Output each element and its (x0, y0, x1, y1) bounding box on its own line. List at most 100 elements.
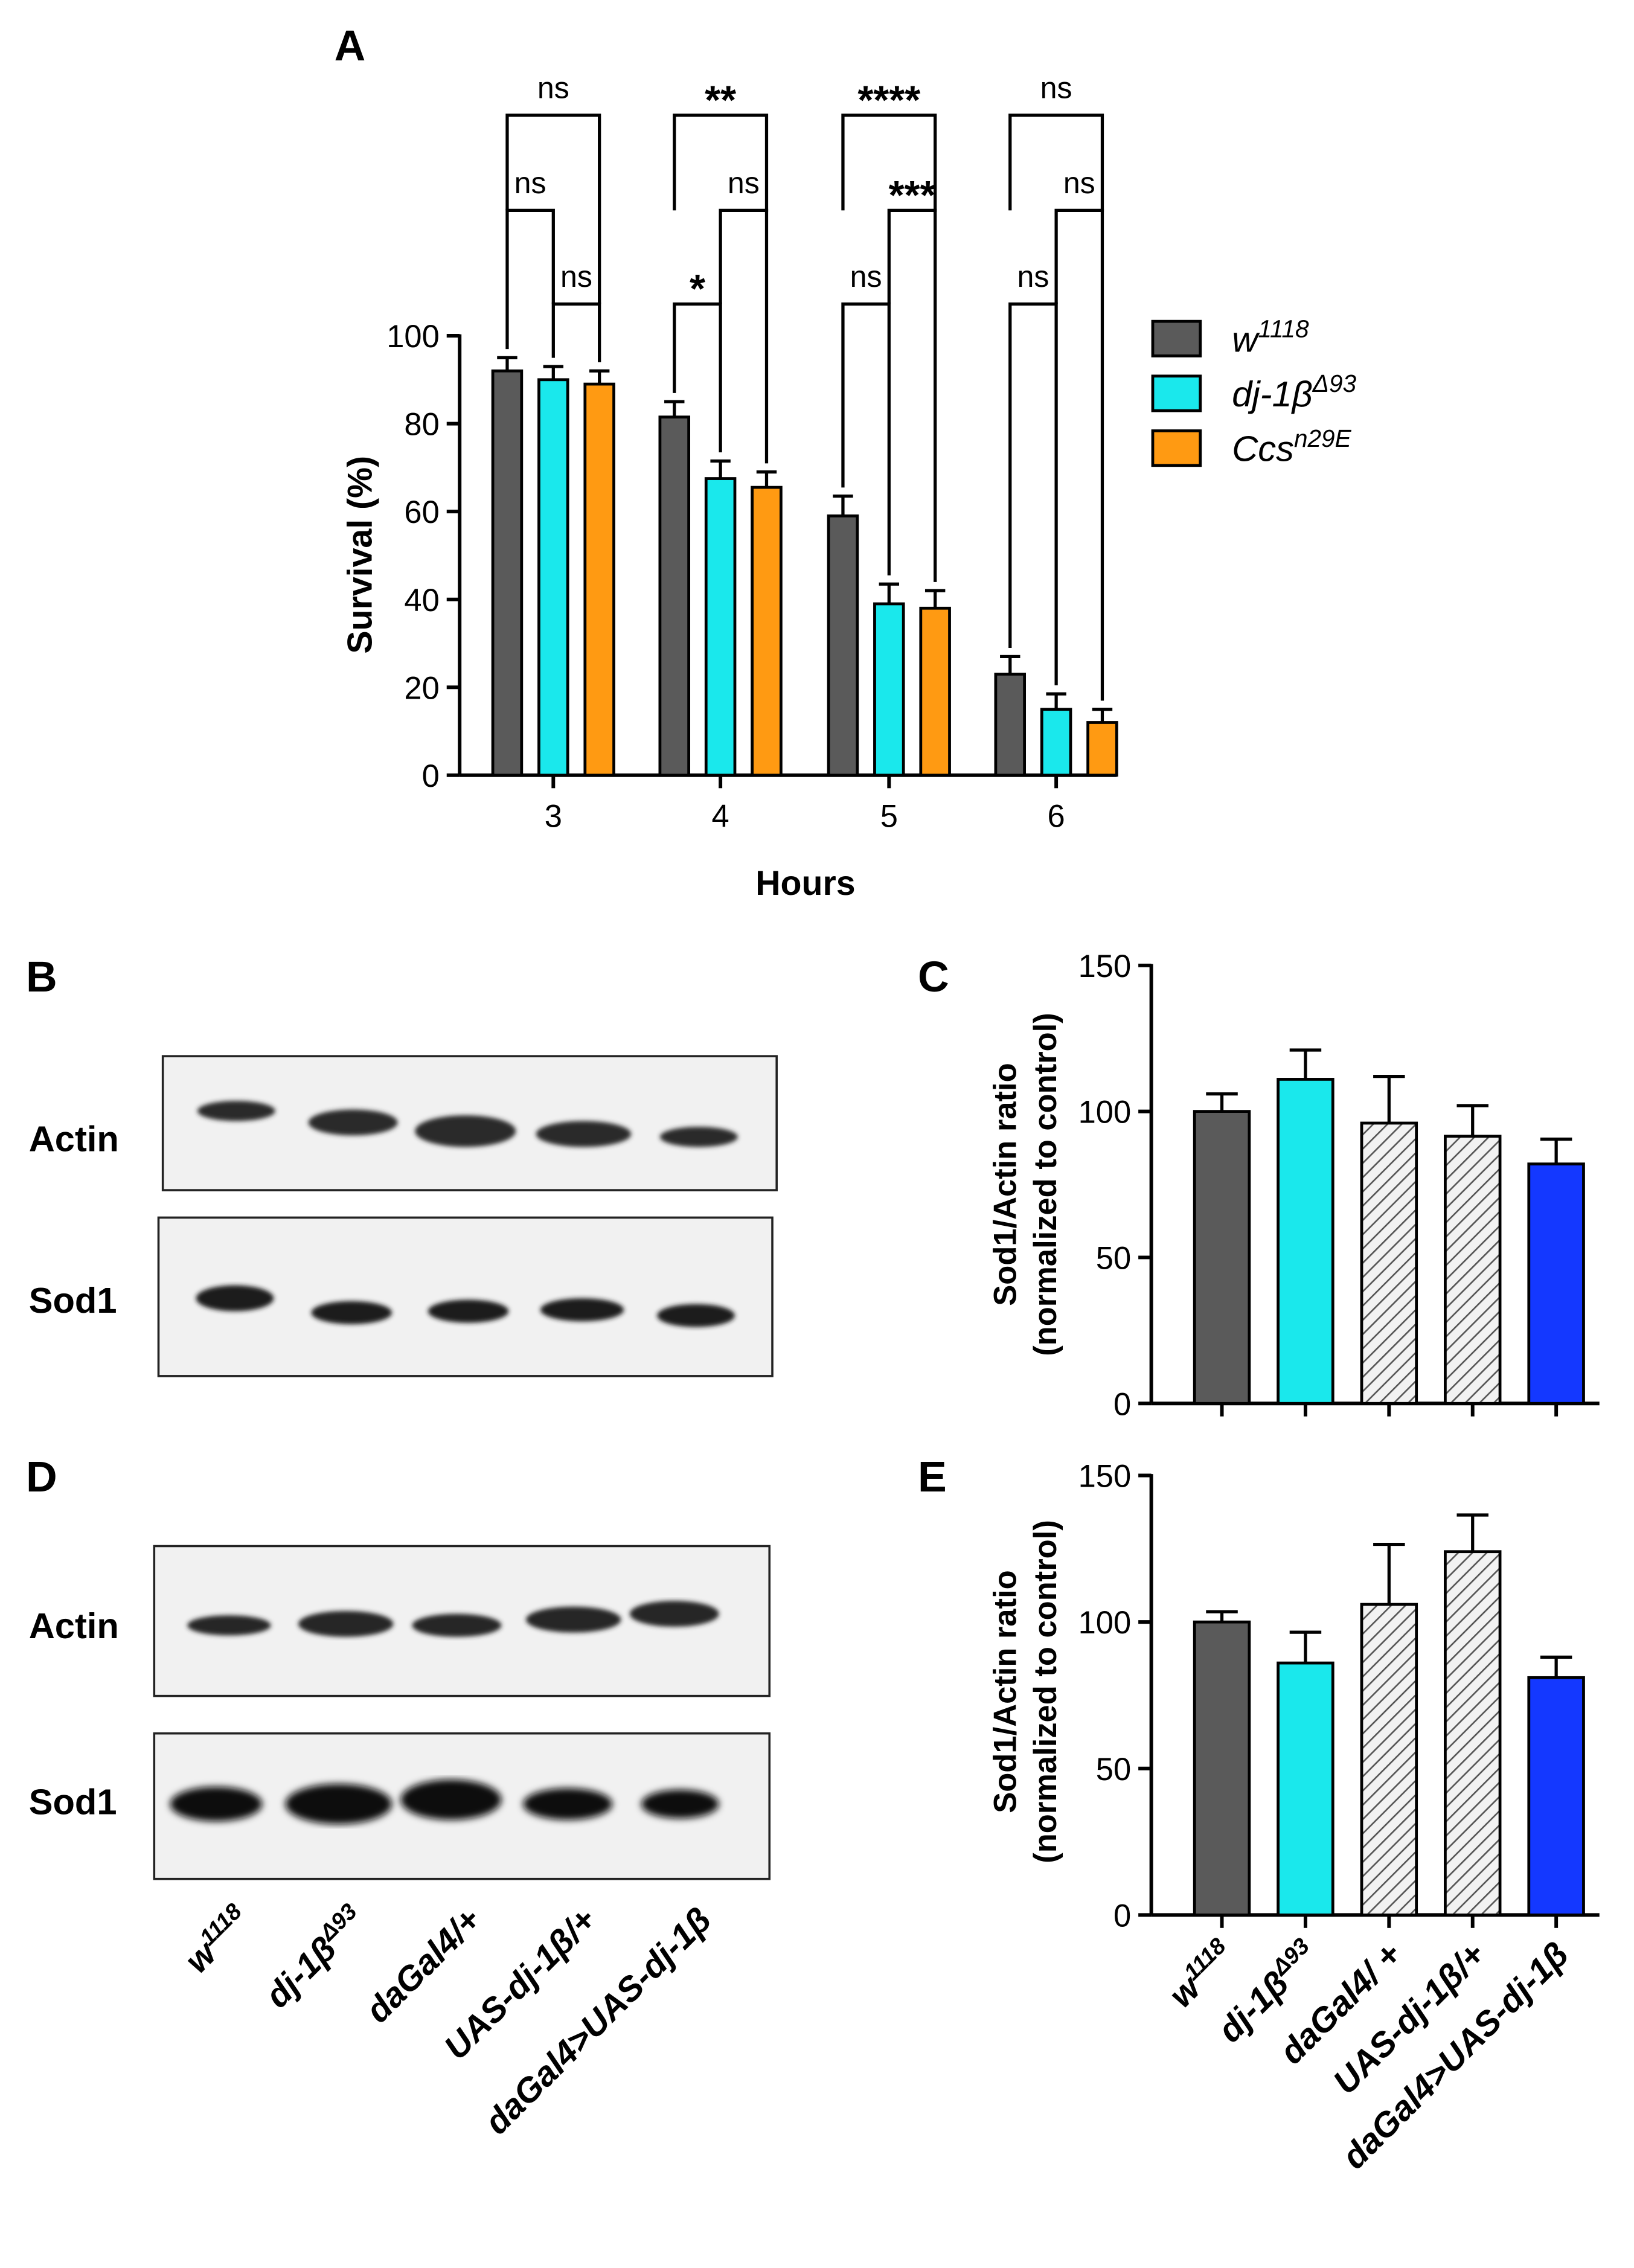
y-tick-label: 50 (1096, 1241, 1131, 1277)
significance-bracket (719, 208, 769, 464)
significance-bracket (887, 208, 937, 582)
chart-a-legend: w1118 dj-1βΔ93 Ccsn29E (1151, 315, 1357, 469)
chart-c-ylabel: Sod1/Actin ratio (normalized to control) (987, 1013, 1063, 1356)
chart-e-ylabel: Sod1/Actin ratio (normalized to control) (987, 1520, 1063, 1863)
chart-c: 0 50 100 150 (1078, 949, 1600, 1422)
panel-label-b: B (26, 953, 57, 1001)
blot-band (311, 1301, 392, 1324)
blot-d-xlabels: w1118 dj-1βΔ93 daGal4/+ UAS-dj-1β/+ daGa… (176, 1898, 719, 2142)
y-tick-label: 100 (386, 319, 440, 354)
x-tick-label: 5 (880, 799, 898, 834)
y-tick-label: 150 (1078, 949, 1132, 984)
blot-band (170, 1786, 263, 1822)
blot-band (285, 1784, 392, 1825)
bar (873, 602, 905, 777)
x-tick-label: 3 (545, 799, 562, 834)
legend-label: dj-1βΔ93 (1232, 370, 1356, 414)
y-tick-label: 40 (404, 583, 439, 618)
panel-label-c: C (918, 953, 949, 1001)
blot-band (657, 1304, 735, 1327)
bar (1527, 1676, 1585, 1917)
significance-label: ns (514, 166, 546, 200)
blot-band (298, 1610, 394, 1637)
significance-bracket (1008, 114, 1104, 212)
panel-label-a: A (335, 22, 366, 70)
significance-label: ** (705, 78, 736, 123)
legend-label: Ccsn29E (1232, 424, 1351, 469)
bar (1193, 1620, 1251, 1917)
y-tick-label: 150 (1078, 1459, 1132, 1494)
bar (919, 606, 951, 777)
bar (1444, 1135, 1502, 1405)
y-tick-label: 50 (1096, 1752, 1131, 1787)
x-tick-label: 6 (1048, 799, 1065, 834)
ylabel-line2: (normalized to control) (1028, 1013, 1063, 1356)
bar (1360, 1121, 1418, 1405)
blot-band (428, 1299, 509, 1323)
genotype-label: w1118 (176, 1898, 258, 1980)
genotype-label: dj-1βΔ93 (256, 1898, 373, 2016)
bar (1444, 1550, 1502, 1917)
blot-band (629, 1601, 719, 1627)
chart-e-xlabels: w1118 dj-1βΔ93 daGal4/ + UAS-dj-1β/+ daG… (1162, 1933, 1576, 2177)
chart-a-xlabel: Hours (755, 864, 855, 903)
blot-band (196, 1285, 274, 1312)
ylabel-line1: Sod1/Actin ratio (987, 1063, 1023, 1305)
panel-label-e: E (918, 1453, 947, 1501)
significance-label: ns (728, 166, 760, 200)
blot-d-actin-label: Actin (29, 1606, 119, 1646)
blot-band (415, 1115, 516, 1147)
blot-b-sod1 (157, 1216, 774, 1377)
y-tick-label: 0 (1113, 1898, 1131, 1933)
blot-b-sod1-label: Sod1 (29, 1280, 117, 1321)
chart-a-ylabel: Survival (%) (341, 456, 380, 654)
bar (1086, 721, 1118, 777)
blot-band (540, 1298, 624, 1322)
blot-b-actin (161, 1055, 778, 1191)
y-tick-label: 60 (404, 495, 439, 530)
legend-swatch (1151, 429, 1202, 467)
y-tick-label: 100 (1078, 1605, 1132, 1641)
blot-band (412, 1613, 502, 1637)
significance-bracket (841, 302, 891, 575)
significance-bracket (1008, 302, 1058, 685)
blot-band (659, 1127, 738, 1147)
significance-label: ns (560, 260, 592, 293)
y-tick-label: 20 (404, 670, 439, 706)
bar (1527, 1162, 1585, 1405)
bar (827, 514, 859, 777)
bar (1040, 708, 1072, 777)
x-tick-label: 4 (712, 799, 729, 834)
y-tick-label: 0 (422, 758, 440, 794)
bar (1277, 1078, 1334, 1405)
y-tick-label: 80 (404, 407, 439, 443)
bar (1193, 1110, 1251, 1405)
significance-label: ns (537, 71, 569, 104)
y-tick-label: 100 (1078, 1095, 1132, 1130)
legend-label: w1118 (1232, 315, 1309, 359)
blot-band (197, 1101, 275, 1121)
bar (704, 477, 737, 777)
blot-band (400, 1779, 502, 1820)
ylabel-line2: (normalized to control) (1028, 1520, 1063, 1863)
panel-label-d: D (26, 1453, 57, 1501)
significance-bracket (673, 302, 722, 453)
blot-band (641, 1789, 719, 1819)
bar (658, 415, 691, 777)
bar (1277, 1661, 1334, 1917)
blot-band (308, 1109, 398, 1136)
blot-band (525, 1606, 621, 1633)
significance-label: *** (888, 173, 935, 218)
genotype-label: daGal4>UAS-dj-1β (477, 1900, 719, 2142)
bar (994, 673, 1027, 777)
significance-bracket (505, 114, 601, 304)
legend-swatch (1151, 374, 1202, 412)
significance-bracket (551, 302, 601, 362)
bar (751, 485, 783, 777)
blot-d-actin (153, 1545, 771, 1697)
bar (537, 378, 569, 777)
chart-e: 0 50 100 150 (1078, 1459, 1600, 1933)
significance-label: **** (857, 78, 920, 123)
blot-band (187, 1615, 271, 1636)
